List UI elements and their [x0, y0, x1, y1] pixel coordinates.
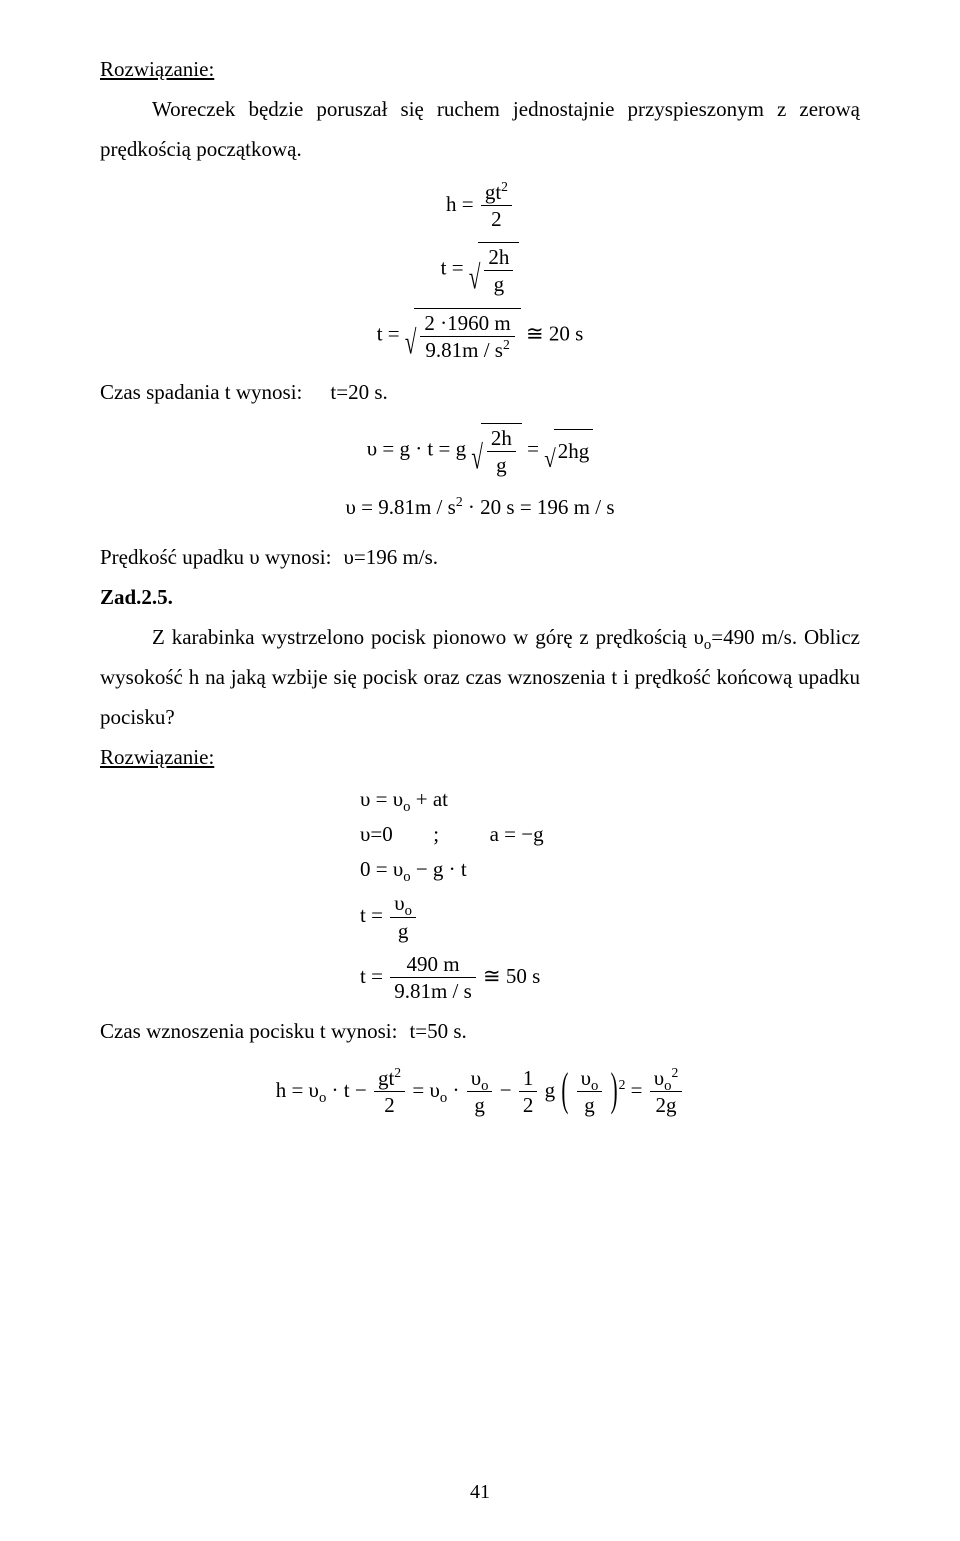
radical: √ 2h g — [471, 423, 522, 478]
radical: √ 2h g — [469, 242, 520, 297]
eq-t2-lhs: t = — [377, 321, 400, 345]
fall-speed-row: Prędkość upadku υ wynosi: υ=196 m/s. — [100, 538, 860, 578]
equation-t2: t = √ 2 ·1960 m 9.81m / s2 ≅ 20 s — [100, 308, 860, 363]
radical-sign: √ — [544, 447, 556, 472]
equation-v2: υ = 9.81m / s2 · 20 s = 196 m / s — [100, 488, 860, 528]
exercise-label: Zad.2.5. — [100, 578, 860, 618]
fall-time-row: Czas spadania t wynosi: t=20 s. — [100, 373, 860, 413]
rise-time-label: Czas wznoszenia pocisku t wynosi: — [100, 1012, 397, 1052]
exercise-text: Z karabinka wystrzelono pocisk pionowo w… — [100, 618, 860, 738]
radical-sign: √ — [405, 326, 417, 360]
equation-t1: t = √ 2h g — [100, 242, 860, 297]
equation-h-big: h = υo · t − gt2 2 = υo · υo g − 1 2 g (… — [100, 1066, 860, 1118]
page-container: Rozwiązanie: Woreczek będzie poruszał si… — [0, 0, 960, 1541]
radical: √ 2hg — [544, 429, 593, 472]
radical: √ 2 ·1960 m 9.81m / s2 — [405, 308, 521, 363]
equation-t-frac: t = υo g — [360, 891, 860, 943]
equation-v0: υ=0 ; a = −g — [360, 821, 860, 848]
left-paren: ( — [561, 1047, 568, 1135]
intro-paragraph: Woreczek będzie poruszał się ruchem jedn… — [100, 90, 860, 170]
eq-v1-eq: = — [527, 436, 539, 460]
fall-time-label: Czas spadania t wynosi: — [100, 373, 302, 413]
equation-zero: 0 = υo − g · t — [360, 856, 860, 883]
fraction: gt2 2 — [481, 180, 512, 232]
eq-t2-rhs: ≅ 20 s — [526, 321, 583, 345]
page-number: 41 — [0, 1473, 960, 1511]
rise-time-value: t=50 s. — [409, 1012, 466, 1052]
eq-t1-lhs: t = — [441, 256, 464, 280]
right-paren: ) — [611, 1047, 618, 1135]
eq-v1-lhs: υ = g · t = g — [367, 436, 466, 460]
radical-sign: √ — [469, 261, 481, 295]
equation-t-num: t = 490 m 9.81m / s ≅ 50 s — [360, 952, 860, 1004]
fall-time-value: t=20 s. — [330, 373, 387, 413]
equation-group: υ = υo + at υ=0 ; a = −g 0 = υo − g · t … — [360, 786, 860, 1005]
fall-speed-label: Prędkość upadku υ wynosi: — [100, 538, 331, 578]
equation-h: h = gt2 2 — [100, 180, 860, 232]
rise-time-row: Czas wznoszenia pocisku t wynosi: t=50 s… — [100, 1012, 860, 1052]
equation-v1: υ = g · t = g √ 2h g = √ 2hg — [100, 423, 860, 478]
solution-heading-2: Rozwiązanie: — [100, 738, 860, 778]
equation-v-at: υ = υo + at — [360, 786, 860, 813]
fall-speed-value: υ=196 m/s. — [343, 538, 438, 578]
eq-h-lhs: h = — [446, 192, 474, 216]
radical-sign: √ — [471, 441, 483, 475]
solution-heading: Rozwiązanie: — [100, 50, 860, 90]
